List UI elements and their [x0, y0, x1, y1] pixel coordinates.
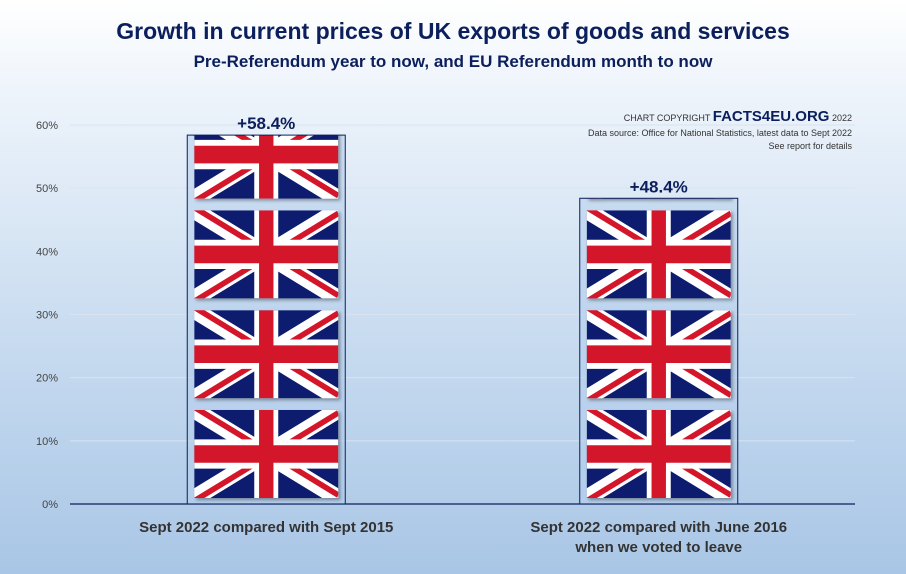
- chart-title: Growth in current prices of UK exports o…: [116, 18, 790, 44]
- data-source: Data source: Office for National Statist…: [588, 128, 852, 138]
- union-jack-flag-icon: [587, 307, 731, 401]
- data-label: +48.4%: [630, 177, 688, 196]
- union-jack-flag-icon: [587, 207, 731, 301]
- brand-logo-text: FACTS4EU.ORG: [712, 108, 830, 125]
- y-tick-label: 20%: [36, 373, 58, 385]
- union-jack-flag-icon: [194, 307, 338, 401]
- union-jack-flag-icon: [194, 407, 338, 501]
- y-tick-label: 40%: [36, 246, 58, 258]
- x-category-label-line: when we voted to leave: [575, 539, 743, 556]
- bar: [186, 134, 346, 505]
- x-category-label: Sept 2022 compared with Sept 2015: [76, 518, 456, 538]
- x-category-label: Sept 2022 compared with June 2016 when we…: [469, 518, 849, 558]
- y-tick-label: 60%: [36, 120, 58, 132]
- y-tick-label: 30%: [36, 310, 58, 322]
- y-tick-label: 0%: [42, 499, 58, 511]
- report-note: See report for details: [768, 141, 852, 151]
- data-label: +58.4%: [237, 114, 295, 133]
- copyright-prefix: CHART COPYRIGHT: [623, 113, 711, 123]
- bar: [579, 197, 739, 505]
- union-jack-flag-icon: [587, 407, 731, 501]
- x-category-label-line: Sept 2022 compared with June 2016: [530, 519, 788, 536]
- x-category-label-line: Sept 2022 compared with Sept 2015: [139, 519, 394, 536]
- y-tick-label: 10%: [36, 436, 58, 448]
- union-jack-flag-icon: [194, 207, 338, 301]
- chart-credit: CHART COPYRIGHT FACTS4EU.ORG 2022 Data s…: [588, 108, 852, 153]
- chart-subtitle: Pre-Referendum year to now, and EU Refer…: [193, 52, 713, 71]
- copyright-year: 2022: [831, 113, 852, 123]
- y-tick-label: 50%: [36, 183, 58, 195]
